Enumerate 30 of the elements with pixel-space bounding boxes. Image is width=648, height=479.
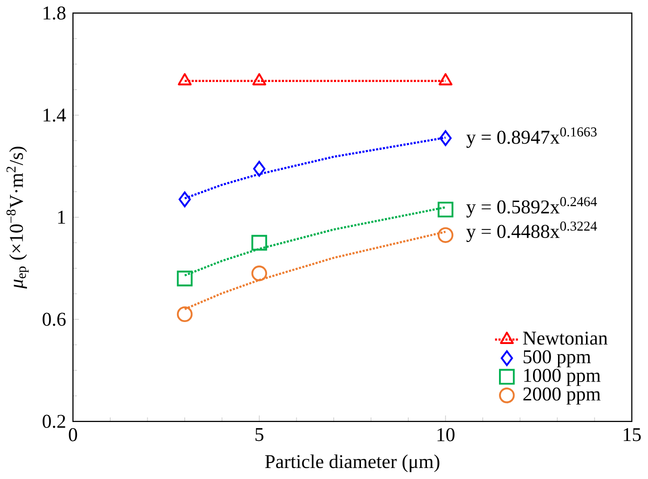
point	[438, 227, 454, 244]
point	[251, 266, 268, 282]
point	[438, 73, 452, 86]
point	[251, 235, 268, 251]
y-tick-label: 0.2	[42, 414, 66, 428]
point	[178, 73, 192, 86]
annotation: y = 0.5892x$^{0.2464}$	[466, 197, 597, 218]
annotation: y = 0.4488x$^{0.3224}$	[466, 222, 597, 242]
y-tick-label: 1.8	[44, 6, 66, 20]
x-tick-label: 15	[624, 428, 641, 442]
legend-label: Newtonian	[523, 332, 608, 345]
legend-label: 500 ppm	[524, 350, 591, 368]
y-tick-label: 1.4	[44, 108, 66, 122]
x-tick-label: 5	[256, 428, 264, 442]
legend-label: 2000 ppm	[523, 388, 601, 405]
y-tick-label: 0.6	[42, 312, 66, 326]
x-tick-label: 0	[68, 428, 78, 442]
point	[252, 73, 266, 86]
x-axis-title: Particle diameter (μm)	[265, 454, 440, 472]
x-tick-label: 10	[438, 428, 454, 442]
point	[253, 161, 266, 177]
y-tick-label: 1	[58, 210, 66, 224]
point	[439, 130, 452, 146]
annotation: y = 0.8947x$^{0.1663}$	[466, 128, 597, 148]
point	[176, 270, 193, 287]
point	[438, 202, 454, 218]
legend-label: 1000 ppm	[524, 369, 601, 386]
y-axis-title: μ$_{ep}$ (×10$^{−8}$V·m$^{2}$/s)	[6, 146, 29, 289]
point	[178, 192, 191, 208]
point	[176, 306, 193, 322]
